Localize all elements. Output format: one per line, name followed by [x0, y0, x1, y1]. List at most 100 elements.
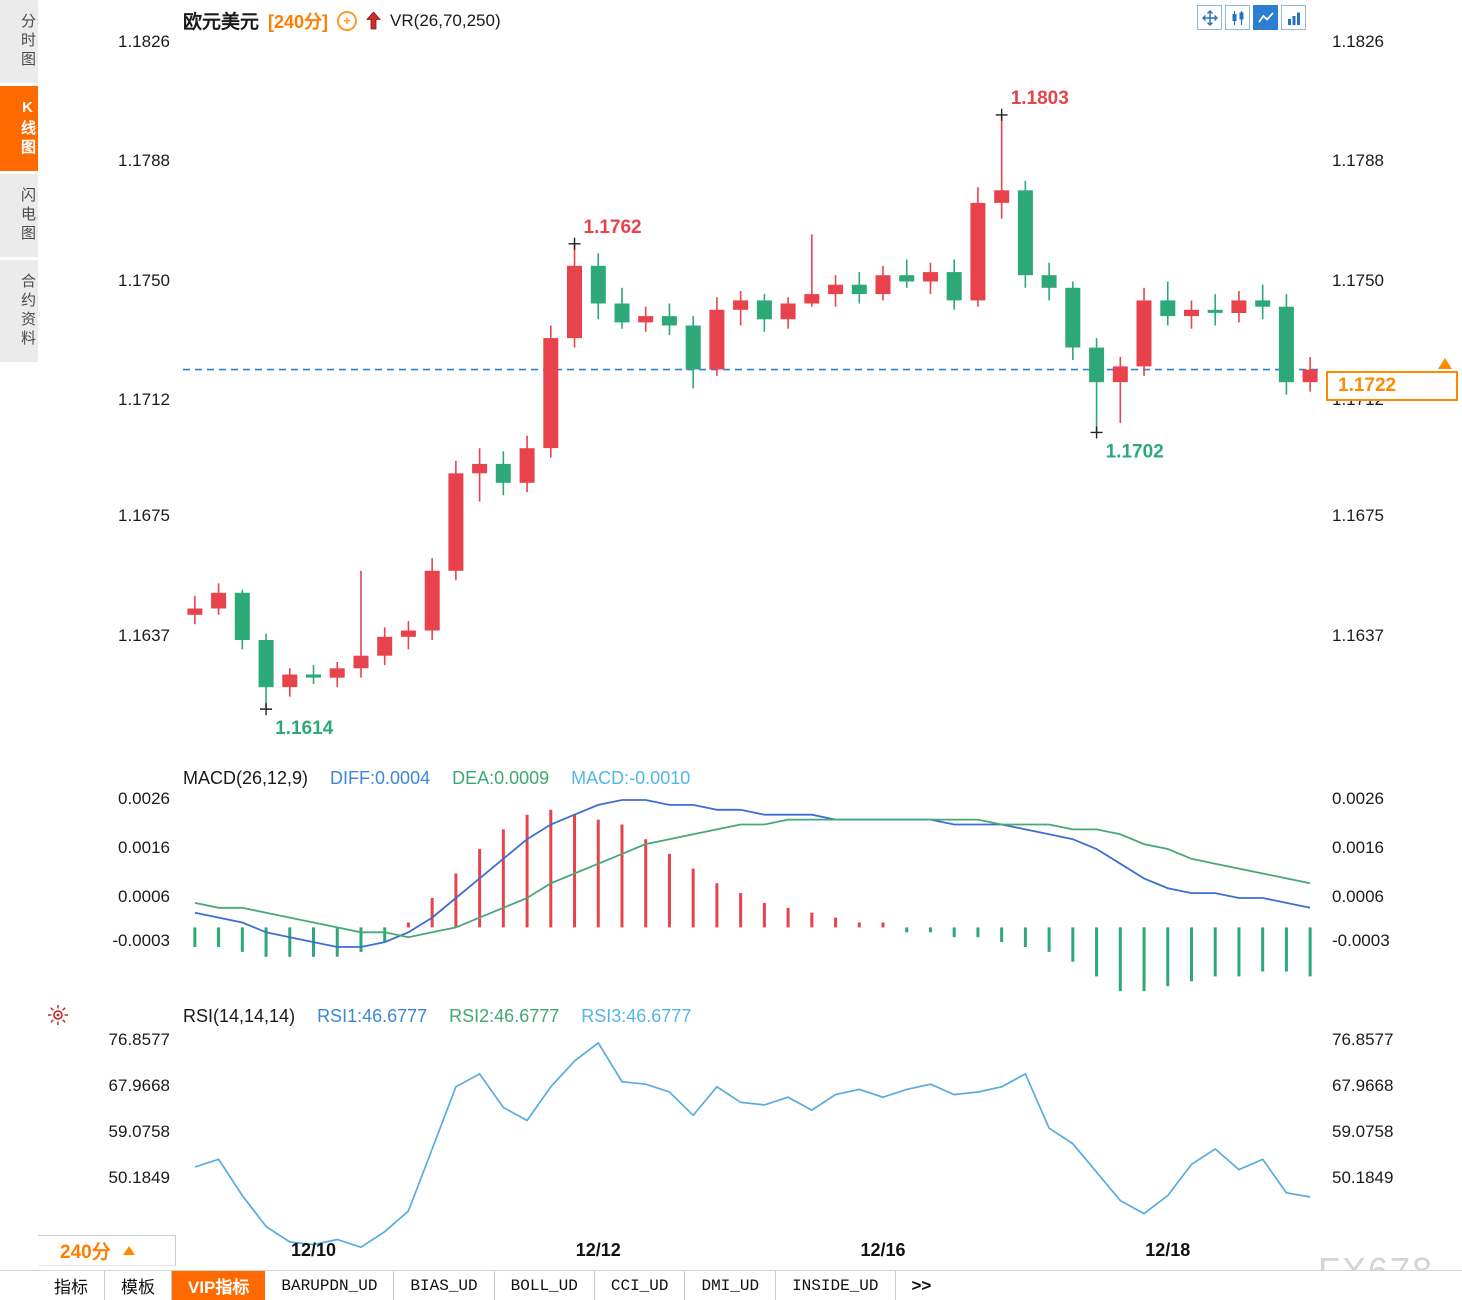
- vr-indicator-label: VR(26,70,250): [390, 10, 501, 30]
- annotation-label: 1.1762: [584, 217, 642, 238]
- annotation-label: 1.1702: [1106, 441, 1164, 462]
- bar-view-button[interactable]: [1281, 5, 1306, 30]
- candle-body: [567, 265, 582, 339]
- tab-vip-indicators[interactable]: VIP指标: [172, 1271, 266, 1300]
- candle-body: [733, 300, 749, 310]
- annotation-label: 1.1803: [1011, 88, 1069, 109]
- macd-macd-value: MACD:-0.0010: [571, 768, 691, 788]
- sidebar-item-time-chart[interactable]: 分时图: [0, 0, 38, 83]
- candle-body: [234, 592, 250, 640]
- sidebar-item-lightning-chart[interactable]: 闪电图: [0, 174, 38, 257]
- candle-body: [519, 448, 535, 483]
- candle-body: [448, 473, 464, 571]
- chart-header: 欧元美元 [240分] + VR(26,70,250): [183, 7, 501, 34]
- candle-body: [377, 636, 393, 656]
- sidebar-item-kline-chart[interactable]: K线图: [0, 86, 38, 171]
- candle-body: [1231, 300, 1247, 313]
- line-view-button[interactable]: [1253, 5, 1278, 30]
- candle-body: [1136, 300, 1152, 367]
- candle-body: [424, 570, 440, 631]
- tab-inside-ud[interactable]: INSIDE_UD: [776, 1271, 896, 1300]
- pan-crosshair-icon: [1201, 9, 1218, 26]
- rsi-header: RSI(14,14,14) RSI1:46.6777 RSI2:46.6777 …: [183, 1006, 691, 1027]
- candle-body: [258, 640, 274, 688]
- annotation-marker: [568, 237, 581, 250]
- tab-bias-ud[interactable]: BIAS_UD: [394, 1271, 495, 1300]
- tab-templates[interactable]: 模板: [105, 1271, 172, 1300]
- candle-body: [282, 674, 298, 688]
- candle-body: [709, 309, 725, 370]
- candle-body: [306, 674, 321, 678]
- circle-plus-icon[interactable]: +: [337, 10, 358, 31]
- candle-body: [804, 294, 820, 304]
- candle-body: [1255, 300, 1271, 307]
- macd-diff-value: DIFF:0.0004: [330, 768, 431, 788]
- candle-body: [1041, 275, 1057, 288]
- candle-body: [638, 316, 654, 323]
- sidebar-item-contract-info[interactable]: 合约资料: [0, 260, 38, 362]
- candle-body: [329, 668, 345, 678]
- pan-crosshair-button[interactable]: [1197, 5, 1222, 30]
- candlestick-icon: [1232, 10, 1243, 25]
- candle-body: [923, 272, 938, 282]
- macd-header: MACD(26,12,9) DIFF:0.0004 DEA:0.0009 MAC…: [183, 768, 690, 789]
- bar-columns-icon: [1287, 12, 1300, 25]
- candle-body: [851, 284, 867, 295]
- candle-body: [994, 190, 1010, 203]
- tab-indicators[interactable]: 指标: [38, 1271, 105, 1300]
- rsi3-value: RSI3:46.6777: [581, 1006, 692, 1026]
- candle-body: [472, 463, 488, 474]
- red-up-arrow-icon: [366, 11, 381, 29]
- candle-body: [543, 338, 559, 449]
- candle-body: [187, 608, 203, 615]
- candle-body: [1160, 300, 1176, 317]
- rsi-chart[interactable]: [0, 1000, 1462, 1262]
- candlestick-chart[interactable]: 1.1614 1.1762 1.1803 1.1702: [0, 0, 1462, 760]
- current-price-badge: 1.1722: [1326, 371, 1458, 401]
- candle-body: [1112, 366, 1128, 383]
- candle-body: [495, 463, 511, 483]
- candle-body: [1184, 309, 1199, 317]
- symbol-name: 欧元美元: [183, 12, 260, 33]
- candle-body: [1302, 369, 1318, 383]
- candle-body: [590, 265, 606, 304]
- candle-body: [875, 275, 891, 295]
- bottom-tab-bar: 指标 模板 VIP指标 BARUPDN_UD BIAS_UD BOLL_UD C…: [0, 1270, 1462, 1300]
- candle-body: [661, 316, 677, 326]
- sidebar: 分时图 K线图 闪电图 合约资料: [0, 0, 38, 365]
- candle-body: [353, 655, 369, 669]
- candle-body: [1207, 309, 1223, 313]
- sun-icon[interactable]: [47, 1004, 69, 1026]
- candle-body: [899, 275, 915, 282]
- tab-dmi-ud[interactable]: DMI_UD: [685, 1271, 777, 1300]
- candlestick-view-button[interactable]: [1225, 5, 1250, 30]
- macd-dea-value: DEA:0.0009: [452, 768, 550, 788]
- candle-body: [614, 303, 630, 323]
- candle-body: [1089, 347, 1105, 383]
- period-label: [240分]: [268, 11, 329, 32]
- candle-body: [780, 303, 796, 320]
- annotation-marker: [260, 703, 273, 716]
- candle-body: [685, 325, 701, 370]
- candle-body: [1065, 287, 1081, 348]
- chart-toolbar: [1197, 5, 1306, 30]
- candle-body: [970, 202, 986, 301]
- price-badge-arrow-icon: [1438, 358, 1452, 369]
- candle-body: [756, 300, 772, 320]
- rsi-line: [194, 1041, 1311, 1249]
- macd-chart[interactable]: [0, 760, 1462, 1002]
- tab-boll-ud[interactable]: BOLL_UD: [495, 1271, 595, 1300]
- candle-body: [1017, 190, 1033, 276]
- candle-body: [828, 284, 844, 295]
- tab-more[interactable]: >>: [911, 1275, 932, 1295]
- period-selector-label: 240分: [60, 1242, 111, 1263]
- rsi-title: RSI(14,14,14): [183, 1006, 296, 1026]
- macd-title: MACD(26,12,9): [183, 768, 309, 788]
- period-selector-arrow-icon: [122, 1246, 135, 1255]
- tab-cci-ud[interactable]: CCI_UD: [595, 1271, 686, 1300]
- annotation-label: 1.1614: [275, 718, 334, 739]
- annotation-marker: [1090, 426, 1103, 439]
- candle-body: [400, 630, 416, 637]
- period-selector[interactable]: 240分: [38, 1235, 176, 1266]
- tab-barupdn-ud[interactable]: BARUPDN_UD: [265, 1271, 395, 1300]
